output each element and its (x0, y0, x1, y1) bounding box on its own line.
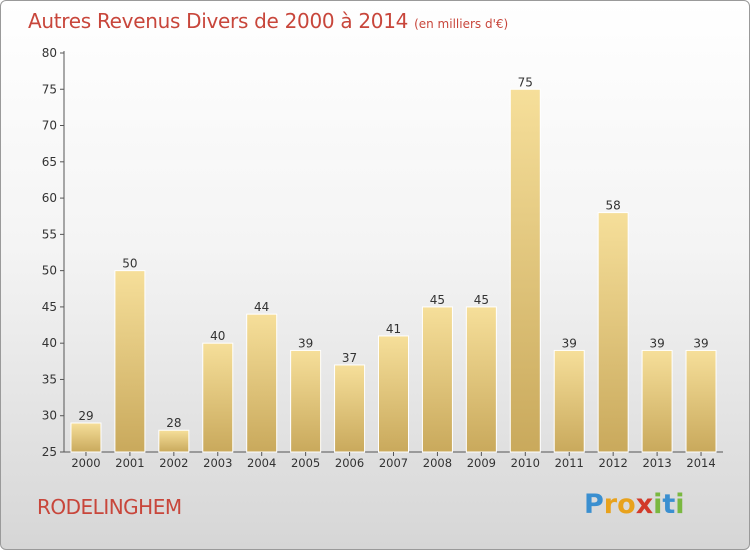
data-label: 50 (122, 257, 137, 271)
data-label: 29 (78, 409, 93, 423)
chart-title-main: Autres Revenus Divers de 2000 à 2014 (28, 9, 409, 33)
logo-letter: i (675, 489, 685, 520)
logo-letter: P (584, 489, 604, 520)
y-tick-label: 30 (42, 409, 57, 423)
data-label: 45 (474, 293, 489, 307)
data-label: 40 (210, 329, 225, 343)
y-tick-label: 55 (42, 227, 57, 241)
logo-letter: r (603, 489, 618, 520)
x-tick-label: 2014 (686, 456, 715, 470)
data-label: 44 (254, 300, 269, 314)
x-tick-label: 2011 (555, 456, 584, 470)
bar-2010 (509, 88, 541, 453)
x-tick-label: 2003 (203, 456, 232, 470)
x-tick-label: 2007 (379, 456, 408, 470)
y-tick-label: 75 (42, 82, 57, 96)
data-label: 39 (298, 336, 313, 350)
y-tick-label: 45 (42, 300, 57, 314)
data-label: 41 (386, 322, 401, 336)
x-tick-label: 2013 (642, 456, 671, 470)
x-tick-label: 2006 (335, 456, 364, 470)
data-label: 75 (518, 75, 533, 89)
y-tick-label: 65 (42, 155, 57, 169)
x-tick-label: 2002 (159, 456, 188, 470)
data-label: 39 (649, 336, 664, 350)
bar-2006 (334, 364, 366, 453)
bar-2005 (290, 349, 322, 453)
proxiti-logo: Proxiti (584, 489, 685, 520)
data-label: 39 (562, 336, 577, 350)
chart-title: Autres Revenus Divers de 2000 à 2014 (en … (28, 9, 508, 33)
logo-letter: o (617, 489, 636, 520)
bar-2009 (465, 306, 497, 453)
bar-2013 (641, 349, 673, 453)
data-label: 37 (342, 351, 357, 365)
data-label: 39 (693, 336, 708, 350)
bar-2012 (597, 212, 629, 453)
x-tick-label: 2001 (115, 456, 144, 470)
y-tick-label: 50 (42, 264, 57, 278)
y-tick-label: 40 (42, 336, 57, 350)
bar-2011 (553, 349, 585, 453)
x-tick-label: 2012 (599, 456, 628, 470)
bar-2008 (421, 306, 453, 453)
bar-2001 (114, 270, 146, 453)
logo-letter: t (662, 489, 676, 520)
x-tick-label: 2005 (291, 456, 320, 470)
logo-letter: x (635, 489, 654, 520)
x-tick-label: 2004 (247, 456, 276, 470)
x-tick-label: 2008 (423, 456, 452, 470)
bar-2004 (246, 313, 278, 453)
y-tick-label: 35 (42, 372, 57, 386)
y-tick-label: 80 (42, 46, 57, 60)
data-label: 28 (166, 416, 181, 430)
x-tick-label: 2009 (467, 456, 496, 470)
bar-2007 (378, 335, 409, 453)
x-tick-label: 2000 (71, 456, 100, 470)
bar-2000 (70, 422, 102, 453)
logo-letter: i (653, 489, 663, 520)
data-label: 58 (606, 199, 621, 213)
bar-2002 (158, 429, 190, 453)
chart-title-unit: (en milliers d'€) (414, 17, 509, 31)
y-tick-label: 25 (42, 445, 57, 459)
y-tick-label: 70 (42, 119, 57, 133)
bar-2003 (202, 342, 234, 453)
bar-2014 (685, 349, 717, 453)
commune-name: RODELINGHEM (37, 495, 182, 519)
y-tick-label: 60 (42, 191, 57, 205)
data-label: 45 (430, 293, 445, 307)
x-tick-label: 2010 (511, 456, 540, 470)
